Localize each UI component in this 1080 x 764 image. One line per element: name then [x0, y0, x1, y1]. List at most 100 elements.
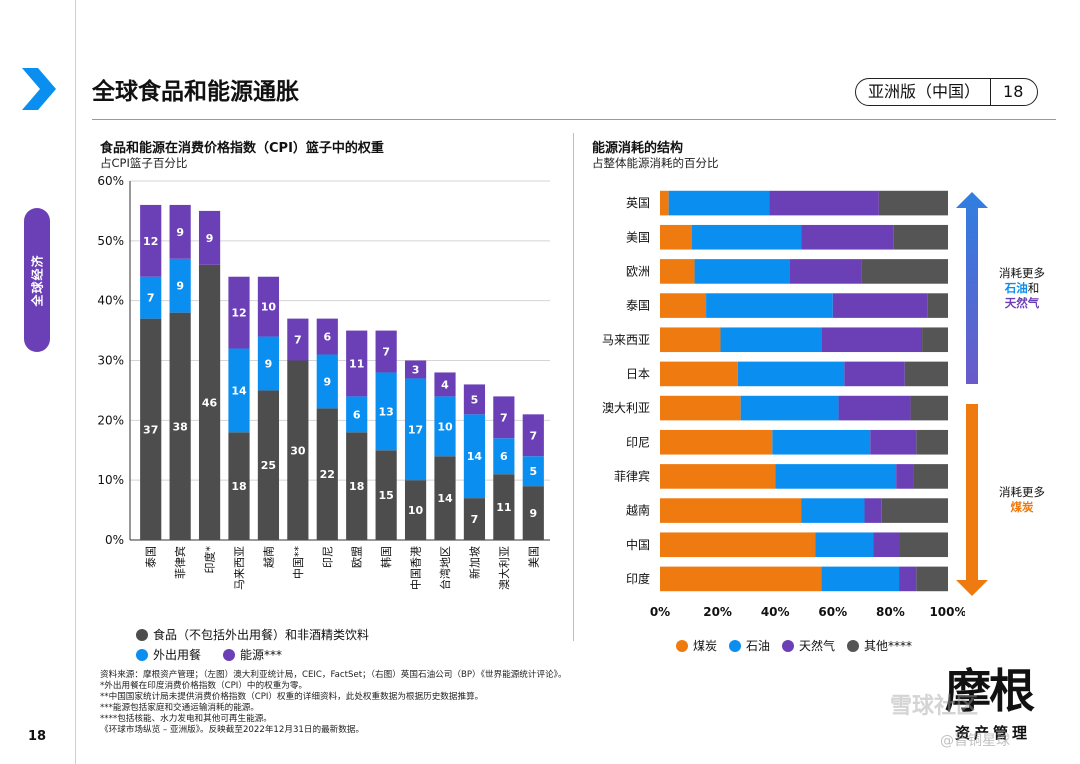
bar-value-label: 22: [320, 468, 335, 481]
bar-segment-food: [375, 450, 397, 540]
header-rule: [92, 119, 1056, 120]
hbar-segment-oil: [720, 327, 822, 353]
legend-label-dining: 外出用餐: [153, 648, 202, 662]
y-tick-label: 40%: [97, 294, 124, 308]
y-category-label: 欧洲: [626, 264, 650, 278]
hbar-segment-oil: [706, 293, 833, 318]
hbar-segment-coal: [660, 361, 738, 387]
edition-badge: 亚洲版（中国） 18: [855, 78, 1039, 106]
bar-value-label: 7: [294, 334, 302, 347]
hbar-segment-gas: [864, 498, 882, 523]
y-category-label: 菲律宾: [614, 468, 650, 483]
section-tab[interactable]: 全球经济: [24, 208, 50, 352]
bar-segment-food: [287, 360, 309, 540]
bar-value-label: 10: [437, 420, 453, 433]
hbar-segment-oil: [775, 464, 897, 489]
bar-segment-food: [434, 456, 456, 540]
y-category-label: 澳大利亚: [602, 401, 650, 415]
bar-segment-energy: [346, 330, 368, 397]
left-margin-rule: [75, 0, 76, 764]
legend-label-other: 其他****: [864, 639, 913, 653]
left-chart-subtitle: 占CPI篮子百分比: [100, 156, 188, 170]
legend-swatch-dining: [136, 648, 148, 661]
bar-segment-energy: [287, 318, 309, 361]
hbar-segment-coal: [660, 395, 741, 421]
hbar-segment-coal: [660, 190, 669, 216]
y-category-label: 马来西亚: [602, 333, 650, 347]
annotation-and-word: 和: [1027, 281, 1040, 295]
hbar-segment-other: [881, 498, 948, 523]
legend-item-oil: 石油: [729, 637, 770, 654]
page-number-footer: 18: [28, 729, 47, 744]
left-chart-title: 食品和能源在消费价格指数（CPI）篮子中的权重: [100, 141, 384, 156]
bar-segment-energy: [228, 276, 250, 349]
hbar-segment-oil: [691, 224, 802, 250]
hbar-segment-other: [916, 566, 948, 592]
legend-item-dining: 外出用餐: [136, 646, 201, 663]
footnote-source: 资料来源：摩根资产管理；（左图）澳大利亚统计局，CEIC，FactSet；（右图…: [100, 670, 567, 680]
annotation-oil-word: 石油: [1004, 281, 1028, 295]
hbar-segment-coal: [660, 327, 721, 353]
legend-swatch-other: [847, 639, 860, 652]
bar-segment-dining: [493, 438, 515, 475]
bar-segment-energy: [257, 276, 280, 337]
bar-value-label: 12: [231, 307, 246, 320]
hbar-segment-gas: [870, 429, 917, 455]
y-category-label: 印度: [626, 571, 650, 586]
cpi-weight-bar-chart: 0%10%20%30%40%50%60% 3771238994691814122…: [97, 174, 550, 590]
bar-value-label: 10: [261, 301, 277, 314]
hbar-segment-oil: [772, 429, 871, 455]
bar-value-label: 9: [323, 375, 331, 388]
legend-swatch-energy: [223, 648, 236, 661]
x-tick-label: 100%: [929, 605, 965, 619]
bar-value-label: 37: [143, 423, 158, 436]
footnote-3: ***能源包括家庭和交通运输消耗的能源。: [100, 702, 259, 713]
bar-value-label: 6: [500, 450, 508, 463]
hbar-segment-other: [927, 293, 948, 318]
bar-segment-dining: [346, 396, 368, 433]
consumption-arrows: [956, 192, 988, 596]
brand-logo-subtitle: 资产管理: [955, 724, 1032, 742]
bar-segment-food: [493, 474, 515, 540]
bar-segment-food: [257, 390, 280, 540]
bar-segment-food: [404, 480, 427, 540]
bar-segment-dining: [434, 396, 456, 457]
bar-segment-food: [346, 432, 368, 540]
y-category-label: 印尼: [626, 435, 650, 449]
x-tick-label: 20%: [703, 605, 732, 619]
legend-label-food: 食品（不包括外出用餐）和非酒精类饮料: [153, 628, 370, 642]
y-category-label: 英国: [626, 196, 650, 210]
x-category-label: 泰国: [144, 546, 158, 568]
annotation-oil-gas: 消耗更多 石油和 天然气: [990, 266, 1054, 311]
bar-segment-energy: [404, 360, 427, 379]
bar-value-label: 14: [231, 384, 247, 397]
bar-value-label: 7: [147, 292, 155, 305]
bar-value-label: 46: [202, 396, 218, 409]
footnote-1: *外出用餐在印度消费价格指数（CPI）中的权重为零。: [100, 680, 308, 691]
bar-segment-dining: [257, 336, 280, 391]
bar-value-label: 10: [408, 504, 424, 517]
x-category-label: 马来西亚: [233, 546, 246, 590]
bar-value-label: 4: [441, 378, 449, 391]
watermark-handle: @晋铜星球: [940, 733, 1010, 749]
bar-value-label: 9: [176, 280, 184, 293]
annotation-coal: 消耗更多 煤炭: [990, 485, 1054, 515]
bar-value-label: 5: [471, 393, 479, 406]
x-category-label: 中国香港: [410, 546, 423, 590]
hbar-segment-other: [878, 190, 948, 216]
right-chart-subtitle: 占整体能源消耗的百分比: [592, 156, 719, 170]
x-category-label: 印尼: [321, 546, 334, 568]
hbar-segment-oil: [821, 566, 900, 592]
bar-segment-dining: [140, 276, 162, 319]
x-category-label: 韩国: [379, 546, 393, 568]
bar-value-label: 7: [529, 429, 537, 442]
hbar-segment-coal: [660, 224, 692, 250]
right-chart-title: 能源消耗的结构: [592, 141, 684, 156]
bar-segment-dining: [404, 378, 427, 481]
bar-value-label: 18: [231, 480, 246, 493]
y-tick-label: 30%: [97, 354, 124, 368]
hbar-segment-other: [893, 224, 948, 250]
hbar-segment-other: [899, 532, 948, 558]
y-tick-label: 20%: [97, 413, 124, 427]
